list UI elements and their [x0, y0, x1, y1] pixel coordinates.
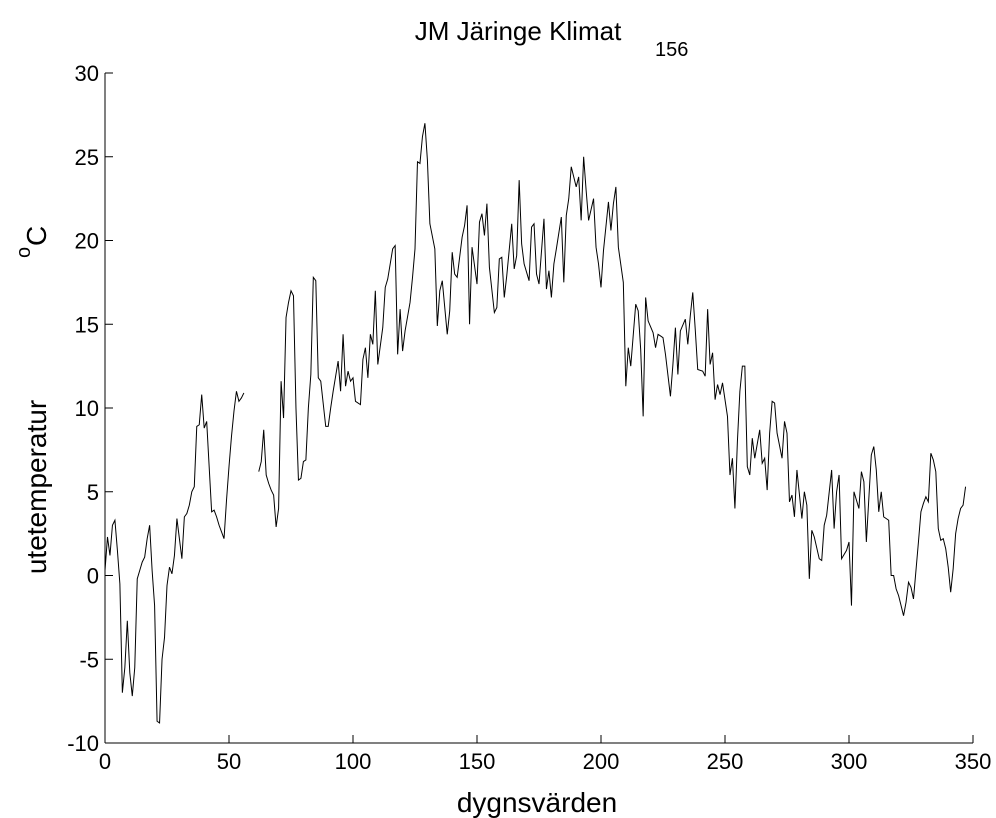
y-tick-label: 20	[75, 229, 99, 254]
x-tick-label: 250	[707, 749, 744, 774]
y-tick-label: 5	[87, 480, 99, 505]
y-tick-label: 10	[75, 396, 99, 421]
chart-title-subscript: 156	[655, 39, 688, 61]
y-tick-label: 15	[75, 312, 99, 337]
y-tick-label: -10	[67, 731, 99, 756]
y-axis-unit-superscript: o	[13, 247, 35, 258]
y-axis-label-group: utetemperatur	[21, 400, 52, 574]
y-tick-label: 25	[75, 145, 99, 170]
x-tick-label: 0	[99, 749, 111, 774]
x-tick-label: 350	[955, 749, 992, 774]
x-tick-label: 300	[831, 749, 868, 774]
y-axis-unit: C	[21, 226, 52, 246]
x-tick-label: 50	[217, 749, 241, 774]
x-tick-label: 150	[459, 749, 496, 774]
y-tick-label: -5	[79, 647, 99, 672]
x-tick-label: 100	[335, 749, 372, 774]
x-tick-label: 200	[583, 749, 620, 774]
y-axis-label: utetemperatur	[21, 400, 52, 574]
data-line	[104, 123, 967, 724]
y-axis-unit-group: o C	[13, 226, 52, 258]
x-axis-label: dygnsvärden	[457, 787, 617, 818]
y-tick-label: 0	[87, 564, 99, 589]
y-tick-label: 30	[75, 61, 99, 86]
chart-title: JM Järinge Klimat	[415, 16, 622, 46]
